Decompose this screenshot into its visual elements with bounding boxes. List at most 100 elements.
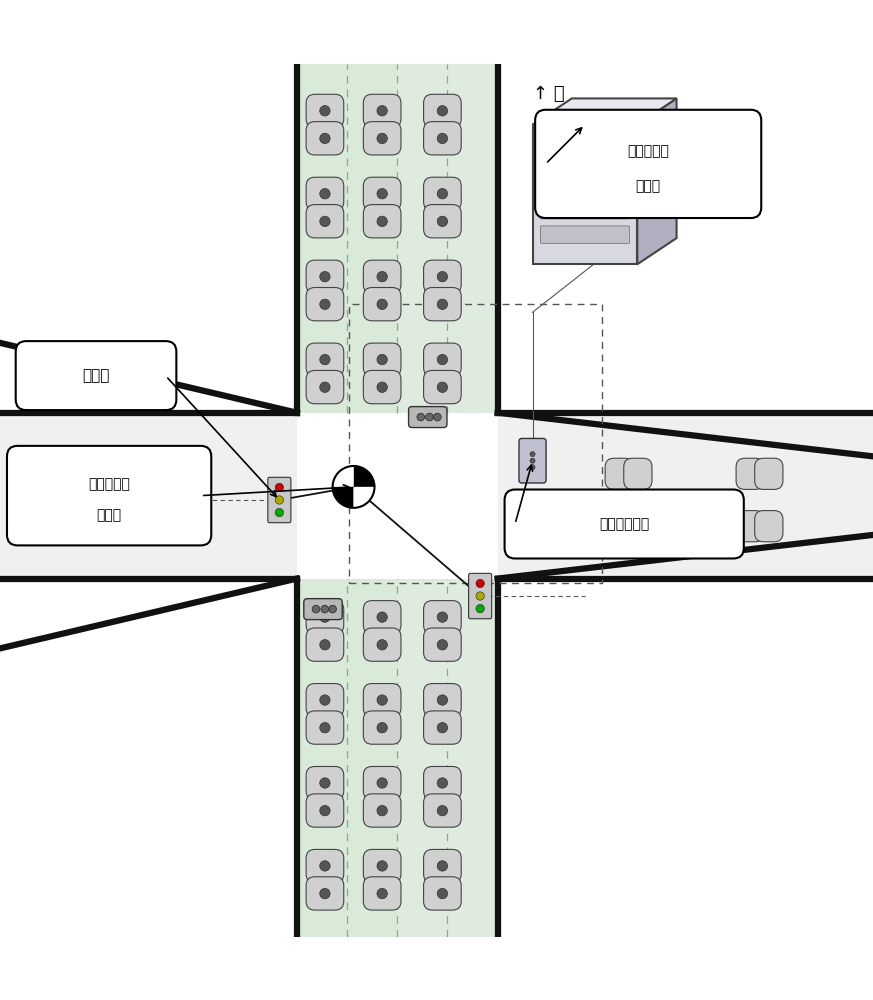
Circle shape [320, 805, 330, 816]
FancyBboxPatch shape [363, 766, 401, 800]
Circle shape [437, 888, 448, 899]
FancyBboxPatch shape [363, 684, 401, 717]
Circle shape [377, 216, 388, 227]
Polygon shape [397, 579, 498, 936]
Polygon shape [436, 874, 449, 886]
FancyBboxPatch shape [16, 341, 176, 410]
Circle shape [437, 805, 448, 816]
FancyBboxPatch shape [623, 511, 652, 542]
Polygon shape [375, 874, 388, 886]
FancyBboxPatch shape [304, 599, 342, 620]
Circle shape [377, 888, 388, 899]
Circle shape [320, 271, 330, 282]
Circle shape [320, 612, 330, 622]
FancyBboxPatch shape [363, 94, 401, 128]
Circle shape [437, 612, 448, 622]
FancyBboxPatch shape [623, 458, 652, 489]
FancyBboxPatch shape [363, 877, 401, 910]
FancyBboxPatch shape [736, 458, 765, 489]
Polygon shape [625, 470, 632, 478]
FancyBboxPatch shape [363, 370, 401, 404]
FancyBboxPatch shape [363, 849, 401, 883]
FancyBboxPatch shape [306, 711, 344, 744]
Polygon shape [354, 487, 375, 508]
FancyBboxPatch shape [423, 205, 461, 238]
Text: 全方位视觉: 全方位视觉 [88, 477, 130, 491]
Polygon shape [375, 119, 388, 130]
Circle shape [320, 695, 330, 705]
FancyBboxPatch shape [306, 766, 344, 800]
Circle shape [530, 458, 535, 463]
Circle shape [321, 605, 328, 613]
Polygon shape [333, 487, 354, 508]
Text: 信号灯控制器: 信号灯控制器 [599, 517, 650, 531]
Circle shape [320, 640, 330, 650]
FancyBboxPatch shape [306, 849, 344, 883]
Circle shape [437, 695, 448, 705]
FancyBboxPatch shape [469, 573, 491, 619]
Circle shape [275, 508, 284, 517]
Text: 图像处理用: 图像处理用 [628, 144, 669, 158]
Polygon shape [319, 285, 331, 296]
FancyBboxPatch shape [423, 260, 461, 293]
Circle shape [530, 465, 535, 470]
Polygon shape [297, 579, 397, 936]
Circle shape [555, 138, 573, 155]
FancyBboxPatch shape [423, 94, 461, 128]
FancyBboxPatch shape [306, 177, 344, 211]
Text: 计算机: 计算机 [636, 179, 661, 193]
FancyBboxPatch shape [409, 407, 447, 428]
Polygon shape [436, 285, 449, 296]
Polygon shape [319, 625, 331, 637]
Circle shape [320, 861, 330, 871]
Polygon shape [319, 708, 331, 720]
FancyBboxPatch shape [540, 153, 629, 170]
Circle shape [320, 106, 330, 116]
Circle shape [320, 299, 330, 309]
Circle shape [320, 778, 330, 788]
FancyBboxPatch shape [605, 458, 634, 489]
FancyBboxPatch shape [540, 128, 629, 146]
FancyBboxPatch shape [535, 110, 761, 218]
Polygon shape [436, 625, 449, 637]
FancyBboxPatch shape [423, 849, 461, 883]
Polygon shape [375, 625, 388, 637]
Polygon shape [375, 708, 388, 720]
Circle shape [320, 723, 330, 733]
FancyBboxPatch shape [363, 711, 401, 744]
Text: 传感器: 传感器 [97, 508, 121, 522]
FancyBboxPatch shape [423, 766, 461, 800]
FancyBboxPatch shape [268, 477, 291, 523]
Circle shape [377, 271, 388, 282]
FancyBboxPatch shape [363, 288, 401, 321]
Circle shape [320, 382, 330, 392]
Polygon shape [297, 64, 397, 413]
Polygon shape [436, 202, 449, 213]
Circle shape [437, 778, 448, 788]
FancyBboxPatch shape [306, 260, 344, 293]
FancyBboxPatch shape [306, 370, 344, 404]
FancyBboxPatch shape [423, 122, 461, 155]
FancyBboxPatch shape [540, 201, 629, 219]
Polygon shape [319, 368, 331, 379]
FancyBboxPatch shape [423, 877, 461, 910]
Circle shape [377, 382, 388, 392]
FancyBboxPatch shape [540, 226, 629, 243]
Circle shape [377, 695, 388, 705]
Polygon shape [319, 791, 331, 803]
Polygon shape [756, 522, 763, 530]
FancyBboxPatch shape [754, 458, 783, 489]
FancyBboxPatch shape [423, 370, 461, 404]
Polygon shape [319, 202, 331, 213]
FancyBboxPatch shape [363, 628, 401, 661]
Circle shape [377, 723, 388, 733]
Polygon shape [397, 64, 498, 413]
Circle shape [313, 605, 320, 613]
Polygon shape [297, 579, 498, 936]
Circle shape [329, 605, 336, 613]
Circle shape [437, 271, 448, 282]
Circle shape [476, 579, 485, 588]
Circle shape [377, 106, 388, 116]
FancyBboxPatch shape [519, 438, 546, 483]
Circle shape [437, 106, 448, 116]
